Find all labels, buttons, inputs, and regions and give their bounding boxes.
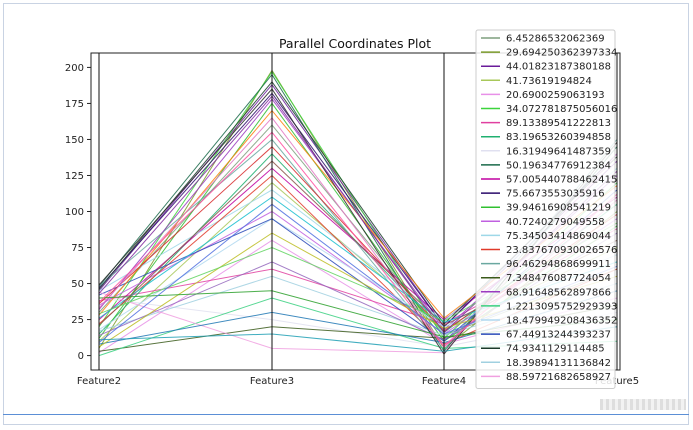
legend-label-20: 18.479949208436352	[506, 316, 617, 327]
legend-label-0: 6.45286532062369	[506, 34, 605, 45]
legend-label-21: 67.44913244393237	[506, 330, 611, 341]
legend-label-24: 88.59721682658927	[506, 372, 611, 383]
legend-label-11: 75.6673553035916	[506, 189, 605, 200]
x-tick-label-0: Feature2	[77, 376, 121, 387]
legend-label-6: 89.13389541222813	[506, 118, 611, 129]
axes-layer: 0 25 50 75 100 125 150 175 200 Feature2 Feature3 Fe…	[65, 52, 639, 387]
y-tick-label-2: 50	[71, 279, 84, 290]
screenshot-frame	[3, 3, 689, 425]
legend-label-8: 16.31949641487359	[506, 146, 611, 157]
legend-label-15: 23.837670930026576	[506, 245, 617, 256]
y-tick-label-1: 25	[71, 315, 84, 326]
y-tick-label-6: 150	[65, 135, 84, 146]
legend-label-22: 74.9341129114485	[506, 344, 605, 355]
legend-label-17: 7.348476087724054	[506, 273, 611, 284]
legend-label-1: 29.694250362397334	[506, 48, 617, 59]
x-tick-label-1: Feature3	[250, 376, 294, 387]
legend-label-18: 68.91648562897866	[506, 287, 611, 298]
legend-label-9: 50.19634776912384	[506, 160, 611, 171]
legend-label-13: 40.7240279049558	[506, 217, 605, 228]
y-tick-label-0: 0	[78, 351, 84, 362]
legend-label-16: 96.46294868699911	[506, 259, 611, 270]
legend: 6.45286532062369 29.694250362397334 44.018…	[475, 29, 617, 389]
legend-label-5: 34.072781875056016	[506, 104, 617, 115]
legend-label-23: 18.39894131136842	[506, 358, 611, 369]
y-tick-label-5: 125	[65, 171, 84, 182]
y-tick-label-8: 200	[65, 63, 84, 74]
legend-label-2: 44.01823187380188	[506, 62, 611, 73]
x-tick-label-3: Feature5	[595, 376, 639, 387]
legend-label-7: 83.19653260394858	[506, 132, 611, 143]
legend-label-12: 39.94616908541219	[506, 203, 611, 214]
y-tick-label-4: 100	[65, 207, 84, 218]
legend-label-4: 20.6900259063193	[506, 90, 605, 101]
bottom-strip	[3, 414, 689, 426]
watermark	[600, 399, 686, 410]
x-tick-label-2: Feature4	[422, 376, 466, 387]
legend-label-3: 41.73619194824	[506, 76, 592, 87]
legend-label-10: 57.005440788462415	[506, 175, 617, 186]
y-tick-label-7: 175	[65, 99, 84, 110]
y-tick-label-3: 75	[71, 243, 84, 254]
legend-label-14: 75.34503414869044	[506, 231, 611, 242]
chart-title: Parallel Coordinates Plot	[279, 36, 431, 51]
legend-box	[475, 29, 616, 389]
legend-label-19: 1.2213095752929393	[506, 301, 617, 312]
